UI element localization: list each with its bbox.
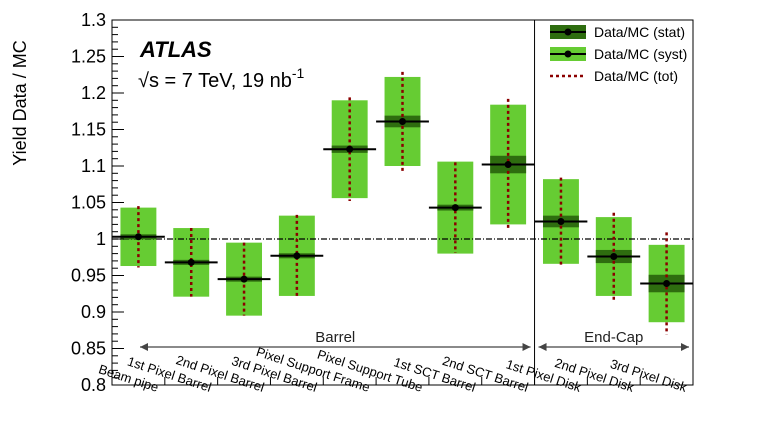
data-point — [610, 253, 618, 261]
region-arrow-head-right — [681, 343, 689, 351]
data-point — [134, 233, 142, 241]
region-arrow-head-left — [140, 343, 148, 351]
data-point — [399, 117, 406, 125]
legend-tot-label: Data/MC (tot) — [594, 68, 678, 84]
data-point — [557, 217, 565, 225]
legend-syst-label: Data/MC (syst) — [594, 46, 687, 62]
data-point — [240, 275, 248, 283]
energy-text: √s = 7 TeV, 19 nb — [138, 70, 292, 92]
y-tick-label: 0.85 — [71, 339, 106, 359]
region-label: Barrel — [315, 329, 355, 346]
region-arrow-head-left — [538, 343, 547, 351]
data-point — [663, 280, 671, 288]
y-tick-label: 1.25 — [71, 47, 106, 67]
data-point — [187, 258, 195, 266]
data-point — [504, 161, 512, 169]
y-tick-label: 1 — [96, 229, 106, 249]
region-arrow-head-right — [522, 343, 531, 351]
y-tick-label: 0.9 — [81, 302, 106, 322]
y-tick-label: 1.05 — [71, 193, 106, 213]
region-label: End-Cap — [584, 329, 643, 346]
region-annotations: Barrel End-Cap — [140, 329, 689, 351]
legend-stat-label: Data/MC (stat) — [594, 24, 685, 40]
energy-exponent: -1 — [292, 65, 305, 81]
y-tick-label: 1.15 — [71, 120, 106, 140]
y-tick-label: 1.1 — [81, 156, 106, 176]
legend-syst-marker — [564, 50, 572, 58]
energy-label: √s = 7 TeV, 19 nb-1 — [138, 65, 305, 92]
data-point — [451, 204, 459, 212]
legend: Data/MC (stat) Data/MC (syst) Data/MC (tot… — [550, 24, 687, 84]
y-tick-label: 0.95 — [71, 266, 106, 286]
experiment-label: ATLAS — [139, 37, 212, 62]
legend-stat-marker — [564, 28, 572, 36]
data-point — [293, 252, 301, 260]
data-point — [346, 145, 354, 153]
y-axis-label: Yield Data / MC — [10, 40, 30, 165]
y-tick-label: 1.2 — [81, 83, 106, 103]
y-axis: 0.8 0.85 0.9 0.95 1 1.05 1.1 1.15 1.2 1.25 1.3 — [71, 10, 124, 395]
plot-marks — [112, 20, 693, 385]
y-tick-label: 1.3 — [81, 10, 106, 30]
y-tick-label: 0.8 — [81, 375, 106, 395]
